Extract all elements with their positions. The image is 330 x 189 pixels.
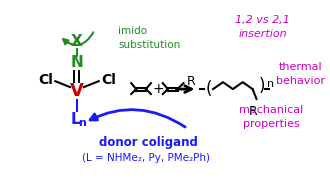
Text: V: V xyxy=(70,82,84,100)
Text: 1,2 vs 2,1
insertion: 1,2 vs 2,1 insertion xyxy=(235,15,290,39)
Text: (L = NHMe₂, Py, PMe₂Ph): (L = NHMe₂, Py, PMe₂Ph) xyxy=(82,153,210,163)
Text: Cl: Cl xyxy=(38,73,53,87)
FancyArrowPatch shape xyxy=(90,110,185,127)
Text: (: ( xyxy=(205,80,212,98)
Text: imido
substitution: imido substitution xyxy=(118,26,181,50)
Text: n: n xyxy=(78,118,86,128)
Text: mechanical
properties: mechanical properties xyxy=(239,105,304,129)
Text: R: R xyxy=(249,105,258,118)
Text: L: L xyxy=(70,112,80,127)
Text: Cl: Cl xyxy=(101,73,116,87)
Text: n: n xyxy=(267,79,275,89)
FancyArrowPatch shape xyxy=(63,32,93,45)
Text: ): ) xyxy=(258,77,265,95)
Text: +: + xyxy=(152,82,164,96)
Text: donor coligand: donor coligand xyxy=(99,136,197,149)
Text: thermal
behavior: thermal behavior xyxy=(277,62,325,86)
Text: N: N xyxy=(71,55,83,70)
Text: R: R xyxy=(186,75,195,88)
Text: X: X xyxy=(71,34,83,49)
